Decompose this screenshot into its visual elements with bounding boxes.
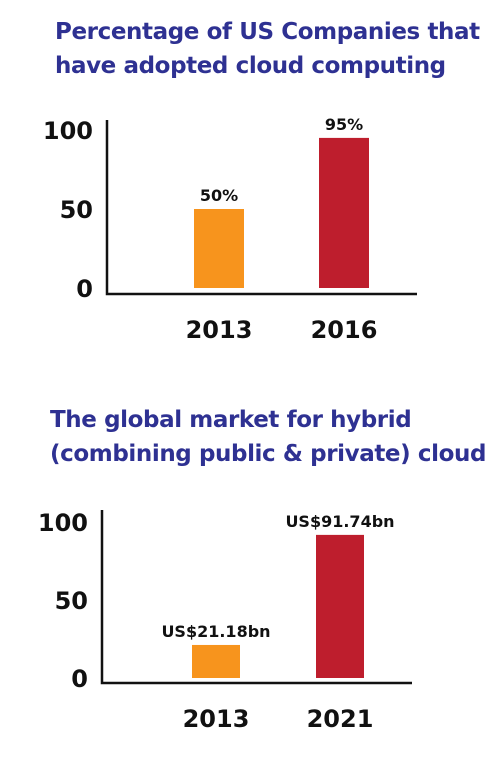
chart-1-category-2013: 2013 bbox=[186, 316, 253, 344]
chart-2-title-line-1: The global market for hybrid bbox=[50, 407, 412, 433]
chart-1-y-tick-0: 0 bbox=[76, 275, 93, 303]
chart-1-title-line-2: have adopted cloud computing bbox=[55, 53, 446, 79]
chart-1-bar-2016 bbox=[319, 137, 369, 288]
chart-2-category-2021: 2021 bbox=[307, 705, 374, 733]
chart-1-title: Percentage of US Companies that have ado… bbox=[55, 15, 480, 83]
chart-2-y-tick-0: 0 bbox=[71, 665, 88, 693]
chart-2-title: The global market for hybrid (combining … bbox=[50, 403, 486, 471]
chart-1-y-tick-100: 100 bbox=[43, 117, 93, 145]
chart-1: 0 50 100 50% 2013 95% 2016 bbox=[43, 115, 417, 344]
chart-1-y-tick-50: 50 bbox=[60, 196, 93, 224]
chart-1-category-2016: 2016 bbox=[311, 316, 378, 344]
chart-2-y-tick-50: 50 bbox=[55, 587, 88, 615]
chart-1-title-line-1: Percentage of US Companies that bbox=[55, 19, 480, 45]
chart-1-bar-2013 bbox=[194, 209, 244, 288]
chart-2-data-label-2013: US$21.18bn bbox=[161, 622, 270, 641]
chart-1-data-label-2013: 50% bbox=[200, 186, 238, 205]
chart-2: 0 50 100 US$21.18bn 2013 US$91.74bn 2021 bbox=[38, 509, 412, 733]
chart-2-category-2013: 2013 bbox=[183, 705, 250, 733]
chart-2-axes bbox=[100, 510, 412, 685]
chart-2-y-tick-100: 100 bbox=[38, 509, 88, 537]
chart-2-data-label-2021: US$91.74bn bbox=[285, 512, 394, 531]
chart-2-bar-2013 bbox=[192, 644, 240, 678]
chart-1-data-label-2016: 95% bbox=[325, 115, 363, 134]
chart-2-bar-2021 bbox=[316, 534, 364, 678]
chart-2-title-line-2: (combining public & private) cloud bbox=[50, 441, 487, 467]
chart-1-axes bbox=[105, 120, 417, 296]
